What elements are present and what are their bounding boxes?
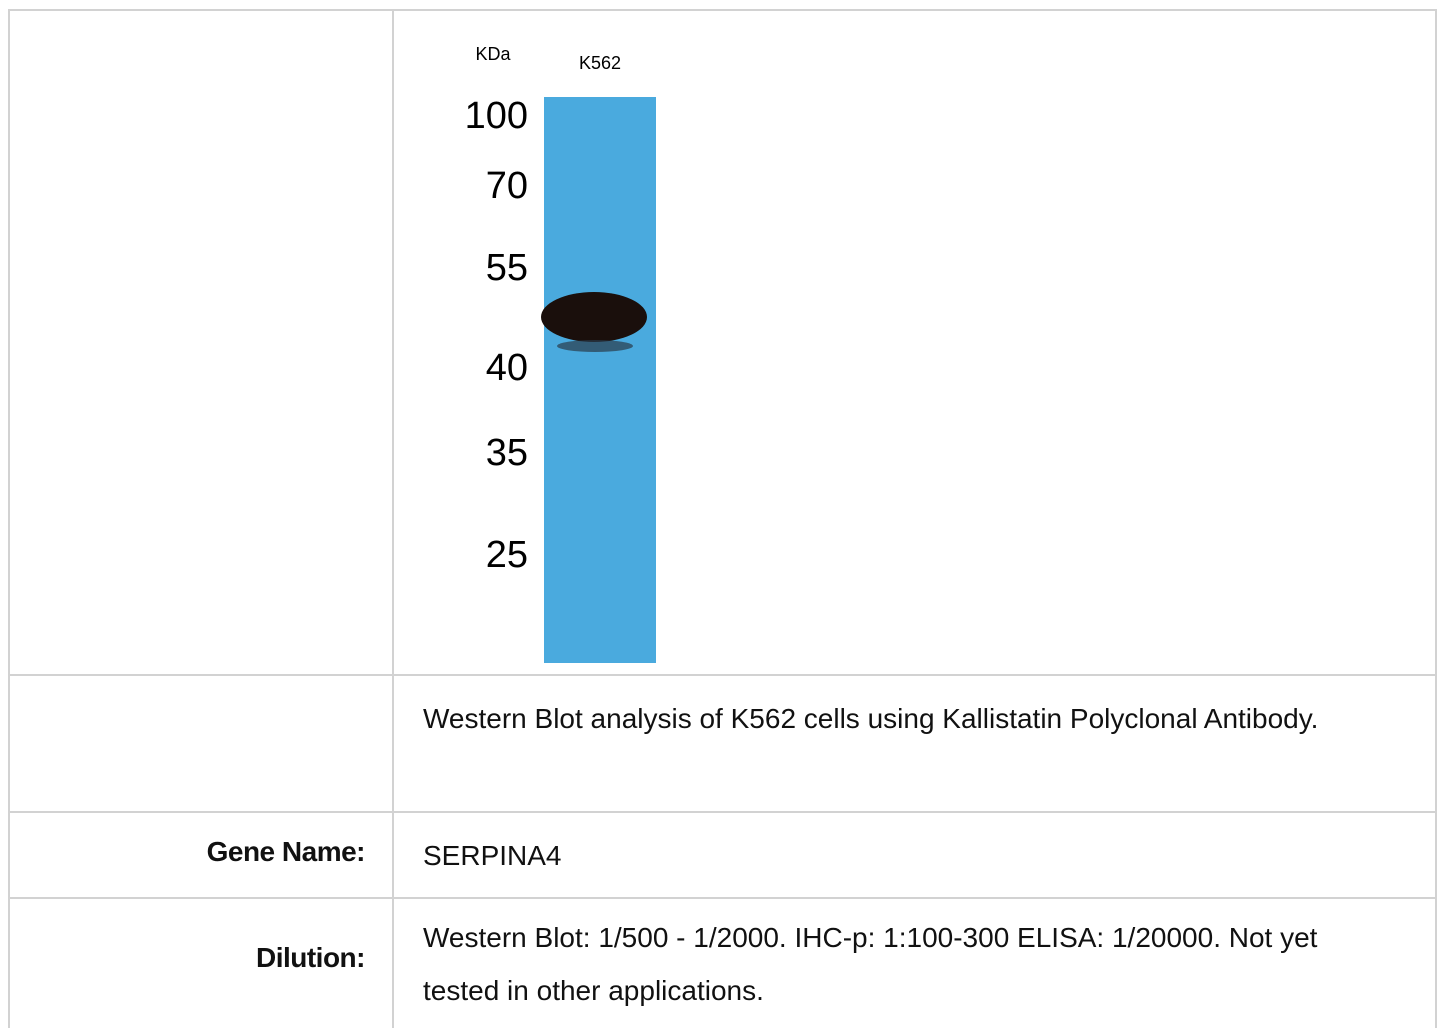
page: KDa K562 100 70 55 40 35 25 Western Blot anal… xyxy=(0,0,1437,1028)
marker-label: 100 xyxy=(465,95,528,137)
blot-band xyxy=(541,292,647,342)
border xyxy=(8,811,1437,813)
border xyxy=(392,9,394,1028)
border xyxy=(8,9,10,1028)
marker-label: 25 xyxy=(486,534,528,576)
border xyxy=(8,9,1437,11)
unit-label: KDa xyxy=(475,44,511,64)
border xyxy=(8,897,1437,899)
lane-label: K562 xyxy=(579,53,621,73)
marker-label: 70 xyxy=(486,165,528,207)
border xyxy=(8,674,1437,676)
blot-band xyxy=(557,340,633,352)
marker-label: 35 xyxy=(486,432,528,474)
row-value: Western Blot: 1/500 - 1/2000. IHC-p: 1:1… xyxy=(423,911,1343,1017)
western-blot: KDa K562 100 70 55 40 35 25 xyxy=(440,30,740,670)
marker-label: 40 xyxy=(486,347,528,389)
row-label: Dilution: xyxy=(5,942,365,974)
blot-lane xyxy=(544,97,656,663)
row-label: Gene Name: xyxy=(5,836,365,868)
marker-label: 55 xyxy=(486,247,528,289)
row-value: SERPINA4 xyxy=(423,829,562,882)
caption: Western Blot analysis of K562 cells usin… xyxy=(423,692,1423,745)
